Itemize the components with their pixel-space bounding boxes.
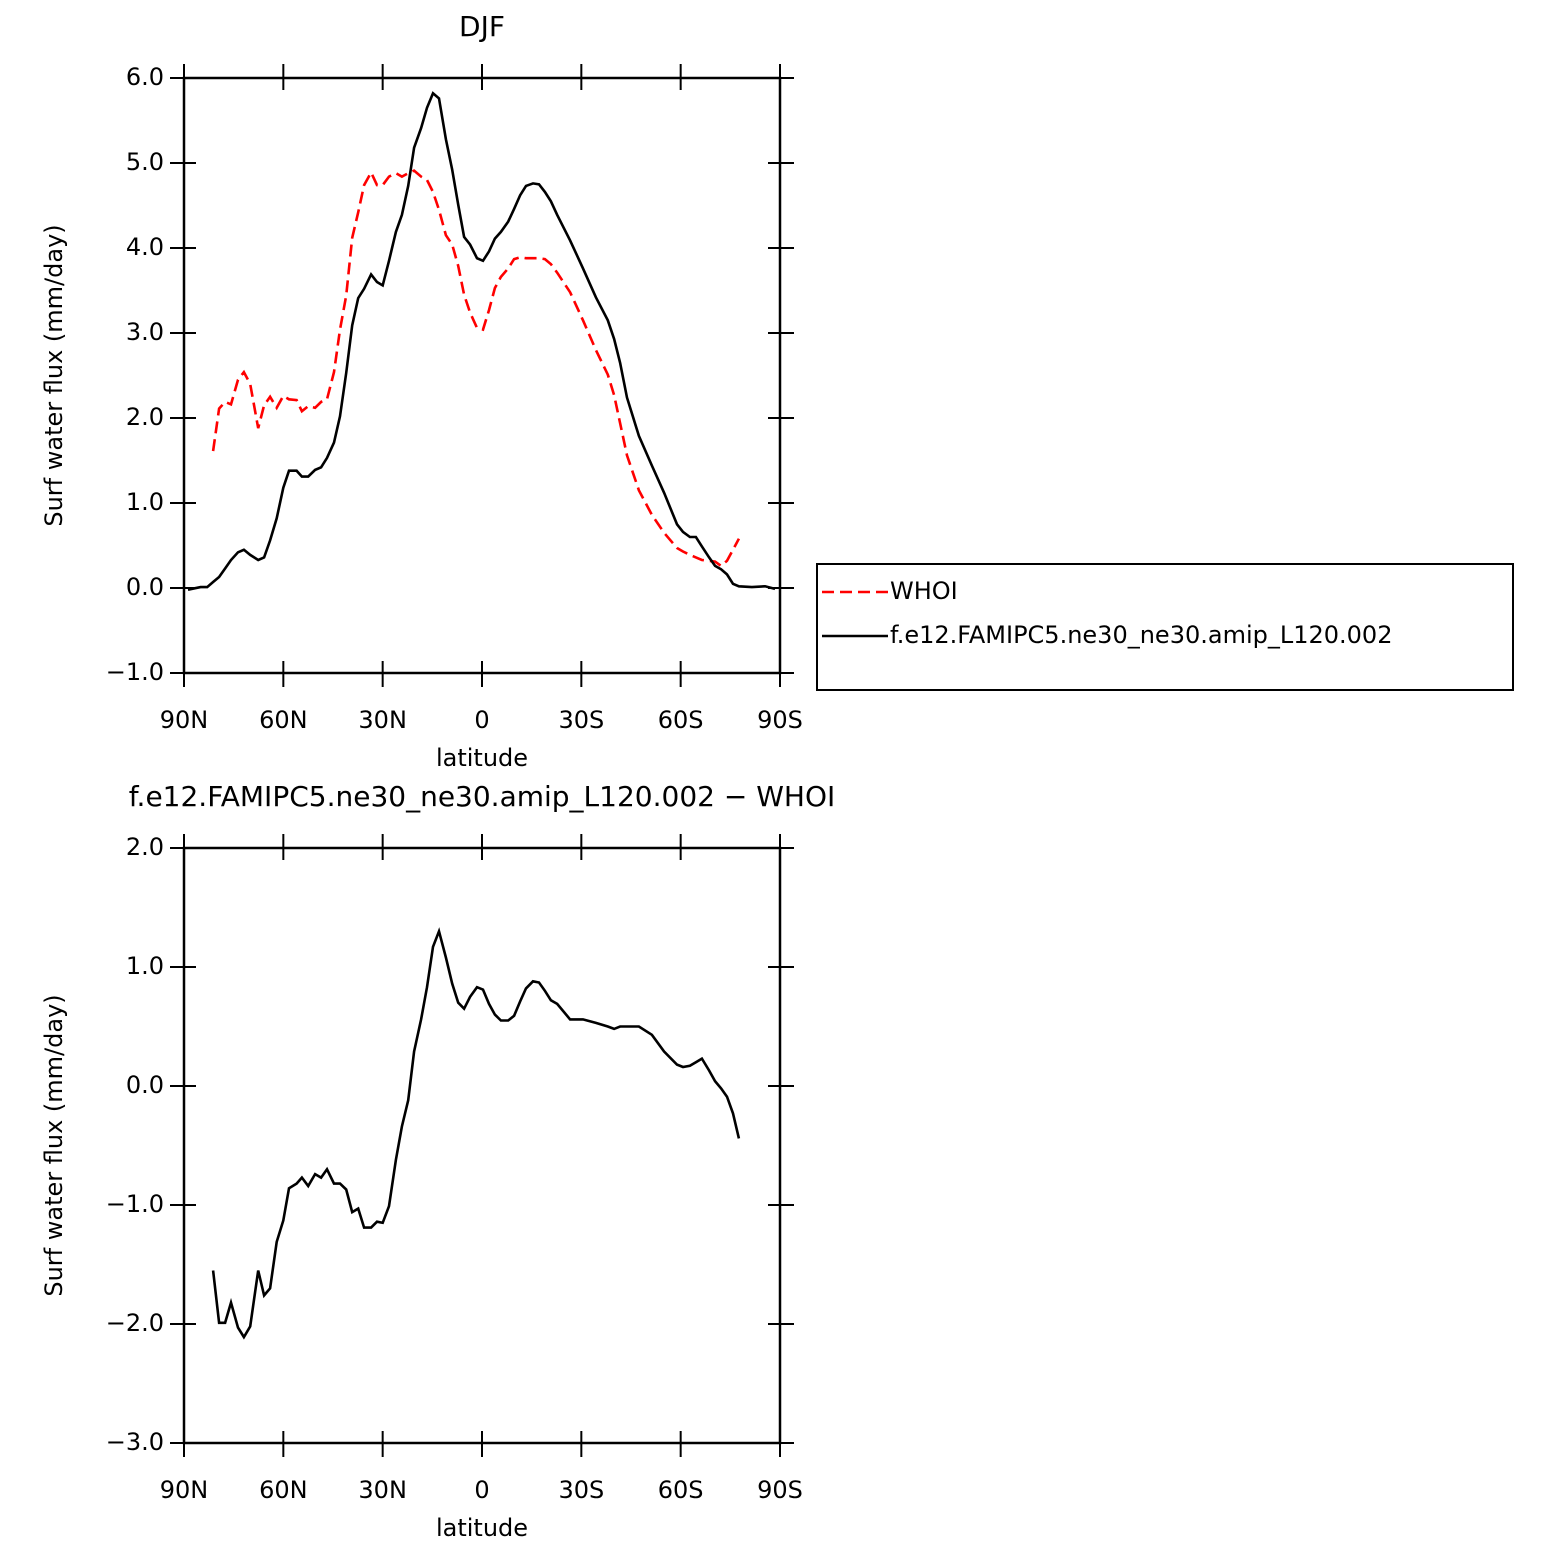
y-tick-label: 1.0 <box>126 952 164 980</box>
y-tick-label: 0.0 <box>126 1071 164 1099</box>
y-tick-label: −1.0 <box>106 658 164 686</box>
y-axis-label: Surf water flux (mm/day) <box>40 224 68 526</box>
x-axis-label: latitude <box>436 1514 528 1542</box>
x-axis-label: latitude <box>436 744 528 772</box>
y-tick-label: 2.0 <box>126 833 164 861</box>
y-axis-label: Surf water flux (mm/day) <box>40 994 68 1296</box>
y-tick-label: −1.0 <box>106 1190 164 1218</box>
plot-frame <box>182 846 782 1445</box>
chart-title: f.e12.FAMIPC5.ne30_ne30.amip_L120.002 − … <box>129 780 836 813</box>
y-tick-label: 5.0 <box>126 148 164 176</box>
y-tick-label: −2.0 <box>106 1309 164 1337</box>
legend-box <box>816 563 1514 691</box>
x-tick-label: 0 <box>474 706 489 734</box>
x-tick-label: 60N <box>259 706 308 734</box>
x-tick-label: 90N <box>160 1476 209 1504</box>
x-tick-label: 30N <box>358 706 407 734</box>
x-tick-label: 30S <box>558 706 604 734</box>
y-tick-label: 6.0 <box>126 63 164 91</box>
chart-title: DJF <box>459 10 505 43</box>
x-tick-label: 0 <box>474 1476 489 1504</box>
data-line <box>211 927 741 1340</box>
x-tick-label: 60S <box>658 1476 704 1504</box>
y-tick-label: 3.0 <box>126 318 164 346</box>
y-tick-label: 1.0 <box>126 488 164 516</box>
plot-frame <box>182 76 782 675</box>
x-tick-label: 60S <box>658 706 704 734</box>
legend-label: WHOI <box>890 577 958 605</box>
data-line <box>211 169 741 568</box>
y-tick-label: 0.0 <box>126 573 164 601</box>
x-tick-label: 30S <box>558 1476 604 1504</box>
y-tick-label: 2.0 <box>126 403 164 431</box>
x-tick-label: 90S <box>757 706 803 734</box>
y-tick-label: −3.0 <box>106 1428 164 1456</box>
x-tick-label: 90S <box>757 1476 803 1504</box>
data-line <box>187 91 776 591</box>
x-tick-label: 60N <box>259 1476 308 1504</box>
x-tick-label: 30N <box>358 1476 407 1504</box>
x-tick-label: 90N <box>160 706 209 734</box>
legend-label: f.e12.FAMIPC5.ne30_ne30.amip_L120.002 <box>890 621 1392 649</box>
y-tick-label: 4.0 <box>126 233 164 261</box>
